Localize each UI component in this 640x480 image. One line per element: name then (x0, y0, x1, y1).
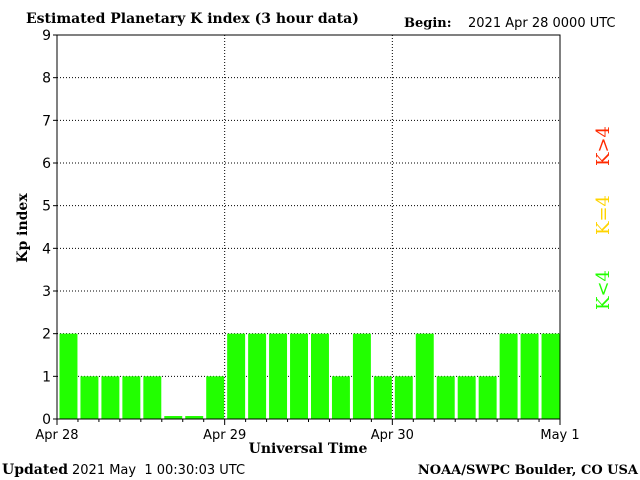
kp-bar (122, 376, 141, 419)
updated-label: Updated (2, 462, 68, 478)
kp-bar (248, 333, 267, 419)
kp-bar (143, 376, 162, 419)
begin-label: Begin: (404, 16, 452, 31)
y-tick-label: 5 (42, 199, 51, 215)
y-tick-label: 4 (42, 241, 51, 257)
source-credit: NOAA/SWPC Boulder, CO USA (418, 463, 639, 478)
begin-value: 2021 Apr 28 0000 UTC (468, 16, 616, 31)
plot-frame (56, 34, 561, 420)
kp-bar (436, 376, 455, 419)
grid (57, 35, 560, 419)
y-tick-label: 9 (42, 28, 51, 44)
kp-bar (394, 376, 413, 419)
kp-bar (373, 376, 392, 419)
kp-bar (80, 376, 99, 419)
y-tick-label: 0 (42, 412, 51, 428)
x-axis-label: Universal Time (249, 441, 368, 457)
kp-bar (415, 333, 434, 419)
y-tick-labels: 0 1 2 3 4 5 6 7 8 9 (42, 28, 51, 428)
kp-bar (101, 376, 120, 419)
legend-k-equal-4: K=4 (593, 195, 614, 235)
kp-bar (164, 416, 183, 419)
y-tick-label: 1 (42, 369, 51, 385)
kp-bar (290, 333, 308, 419)
kp-bar (541, 333, 560, 419)
y-tick-label: 6 (42, 156, 51, 172)
x-tick-labels: Apr 28 Apr 29 Apr 30 May 1 (35, 428, 579, 443)
kp-bar (185, 416, 204, 419)
y-tick-label: 8 (42, 71, 51, 87)
kp-bar (206, 376, 225, 419)
legend-k-less-4: K<4 (593, 270, 614, 310)
legend-k-greater-4: K>4 (593, 126, 614, 166)
kp-bar (227, 333, 246, 419)
updated-value: 2021 May 1 00:30:03 UTC (72, 463, 245, 478)
y-tick-label: 2 (42, 327, 51, 343)
x-tick-label: Apr 29 (203, 428, 246, 443)
y-tick-label: 3 (42, 284, 51, 300)
y-tick-label: 7 (42, 113, 51, 129)
kp-bar (331, 376, 350, 419)
y-axis-label: Kp index (15, 193, 31, 263)
chart-title: Estimated Planetary K index (3 hour data… (26, 11, 359, 27)
kp-bar (269, 333, 288, 419)
kp-bar (352, 333, 371, 419)
x-tick-label: Apr 30 (371, 428, 414, 443)
kp-bar (478, 376, 497, 419)
kp-bar (499, 333, 518, 419)
kp-bar (520, 333, 539, 419)
x-tick-label: May 1 (540, 428, 579, 443)
bars (59, 333, 560, 419)
kp-bar (311, 333, 329, 419)
kp-bar (457, 376, 476, 419)
x-tick-label: Apr 28 (35, 428, 78, 443)
axes (53, 34, 561, 425)
kp-bar (59, 333, 78, 419)
